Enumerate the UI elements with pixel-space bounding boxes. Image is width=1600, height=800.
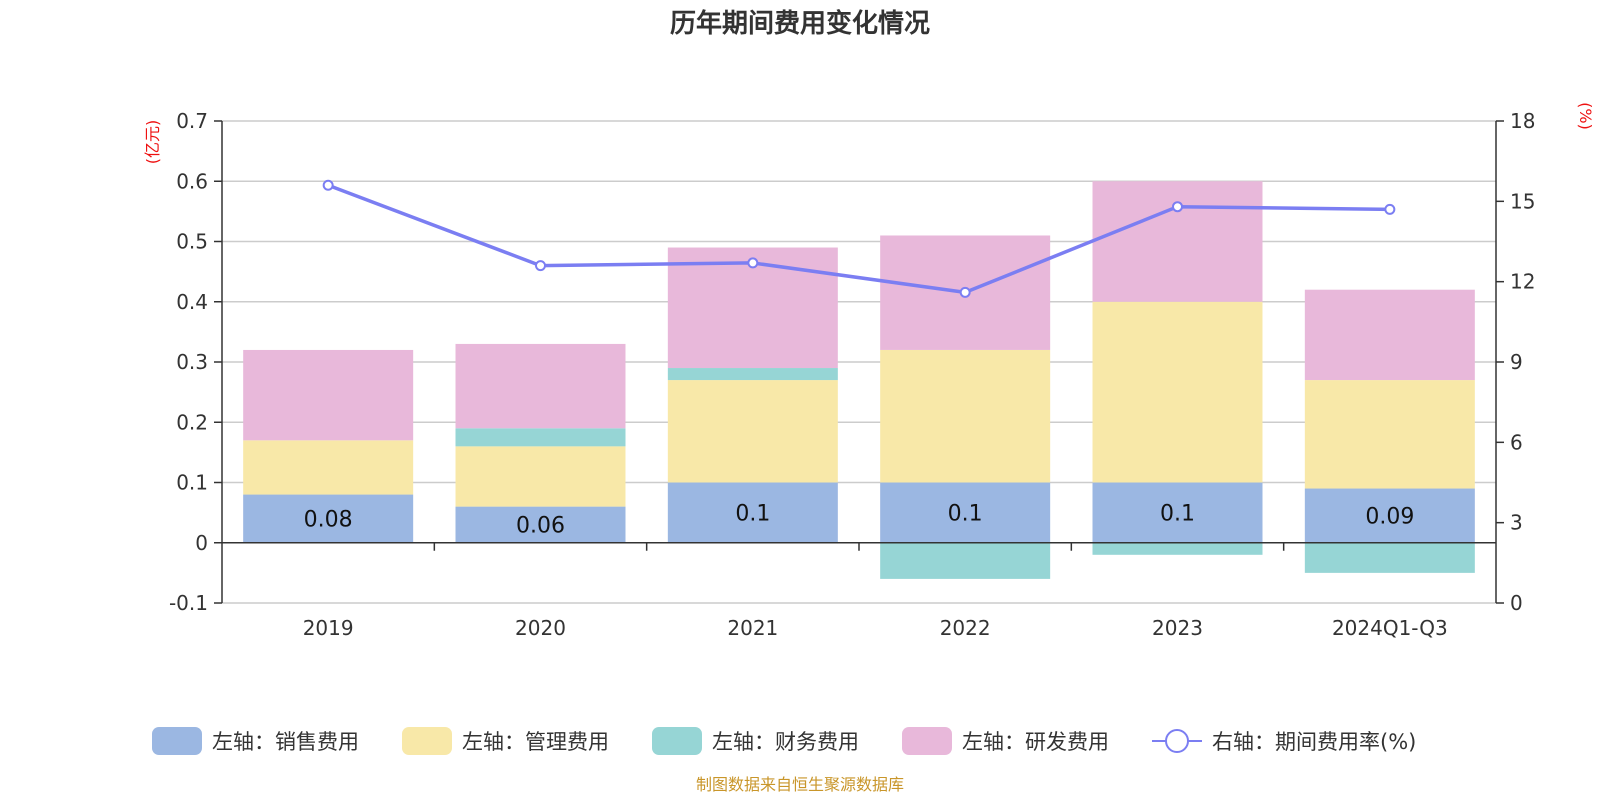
right-axis-tick-label: 6 — [1510, 430, 1523, 454]
rate-line-point — [959, 286, 971, 298]
bar-data-label: 0.1 — [735, 502, 770, 527]
bar-segment — [243, 440, 414, 495]
rate-line-point — [535, 260, 546, 272]
right-axis-tick-label: 18 — [1510, 109, 1535, 133]
bar-segment — [1092, 301, 1263, 483]
legend-marker — [1165, 729, 1189, 753]
bar-segment — [1092, 542, 1263, 555]
legend-label: 左轴：研发费用 — [962, 730, 1109, 754]
x-axis-tick-label: 2019 — [303, 616, 354, 640]
left-axis-tick-label: 0 — [195, 531, 208, 555]
left-axis-tick-label: 0.3 — [176, 350, 208, 374]
bar-segment — [1304, 289, 1475, 381]
rate-line-point — [747, 257, 759, 269]
legend: 左轴：销售费用 左轴：管理费用 左轴：财务费用 左轴：研发费用 右轴：期间费用率(%) — [152, 727, 1416, 755]
right-axis-tick-label: 0 — [1510, 591, 1523, 615]
chart-title: 历年期间费用变化情况 — [670, 8, 930, 39]
left-axis-tick-label: 0.7 — [176, 109, 208, 133]
rate-line-point — [1384, 203, 1396, 215]
bar-data-label: 0.09 — [1365, 505, 1414, 530]
bar-segment — [455, 428, 626, 447]
right-axis-tick-label: 9 — [1510, 350, 1523, 374]
legend-swatch — [152, 727, 202, 755]
legend-label: 左轴：管理费用 — [462, 730, 609, 754]
legend-swatch — [652, 727, 702, 755]
bar-segment — [243, 494, 414, 543]
legend-label: 左轴：财务费用 — [712, 730, 859, 754]
left-axis-tick-label: 0.2 — [176, 410, 208, 434]
axes: -0.1 0 0.1 0.2 0.3 0.4 0.5 0.6 0.7 0 3 6 9 12 15 18 2019… — [169, 109, 1535, 640]
x-axis-tick-label: 2020 — [515, 616, 566, 640]
left-axis-tick-label: -0.1 — [169, 591, 208, 615]
bar-data-label: 0.1 — [1160, 502, 1195, 527]
left-axis-unit: (亿元) — [143, 120, 162, 165]
bar-segment — [1092, 181, 1263, 302]
bar-segment — [880, 349, 1051, 483]
x-axis-tick-label: 2022 — [940, 616, 991, 640]
rate-line-path — [327, 183, 1390, 295]
rate-line — [322, 179, 1396, 298]
bar-data-label: 0.1 — [948, 502, 983, 527]
bar-segment — [667, 482, 838, 543]
x-axis-tick-label: 2023 — [1152, 616, 1203, 640]
bar-segment — [880, 482, 1051, 543]
right-axis-tick-label: 12 — [1510, 270, 1535, 294]
bar-data-label: 0.08 — [304, 508, 353, 533]
bar-data-label: 0.06 — [516, 514, 565, 539]
bar-segment — [455, 506, 626, 543]
legend-swatch — [902, 727, 952, 755]
right-axis-tick-label: 3 — [1510, 511, 1523, 535]
legend-label: 左轴：销售费用 — [212, 730, 359, 754]
bar-segment — [1304, 542, 1475, 573]
legend-swatch — [402, 727, 452, 755]
bar-segment — [880, 542, 1051, 579]
x-axis-tick-label: 2021 — [727, 616, 778, 640]
bar-labels: 0.08 0.06 0.1 0.1 0.1 0.09 — [304, 502, 1415, 539]
left-axis-tick-label: 0.5 — [176, 230, 208, 254]
bar-segment — [667, 368, 838, 381]
legend-label: 右轴：期间费用率(%) — [1212, 730, 1416, 754]
x-axis-tick-label: 2024Q1-Q3 — [1332, 616, 1448, 640]
bar-segment — [243, 349, 414, 441]
right-axis-tick-label: 15 — [1510, 189, 1535, 213]
rate-line-point — [1172, 201, 1183, 213]
bar-segment — [1304, 380, 1475, 489]
bar-segment — [1304, 488, 1475, 543]
bar-segment — [455, 343, 626, 429]
right-axis-unit: (%) — [1576, 102, 1595, 130]
data-source-note: 制图数据来自恒生聚源数据库 — [696, 775, 904, 794]
bar-segment — [1092, 482, 1263, 543]
left-axis-tick-label: 0.4 — [176, 290, 208, 314]
rate-line-point — [322, 179, 334, 191]
bar-segment — [455, 446, 626, 507]
left-axis-tick-label: 0.1 — [176, 471, 208, 495]
left-axis-tick-label: 0.6 — [176, 169, 208, 193]
bar-segment — [667, 380, 838, 483]
